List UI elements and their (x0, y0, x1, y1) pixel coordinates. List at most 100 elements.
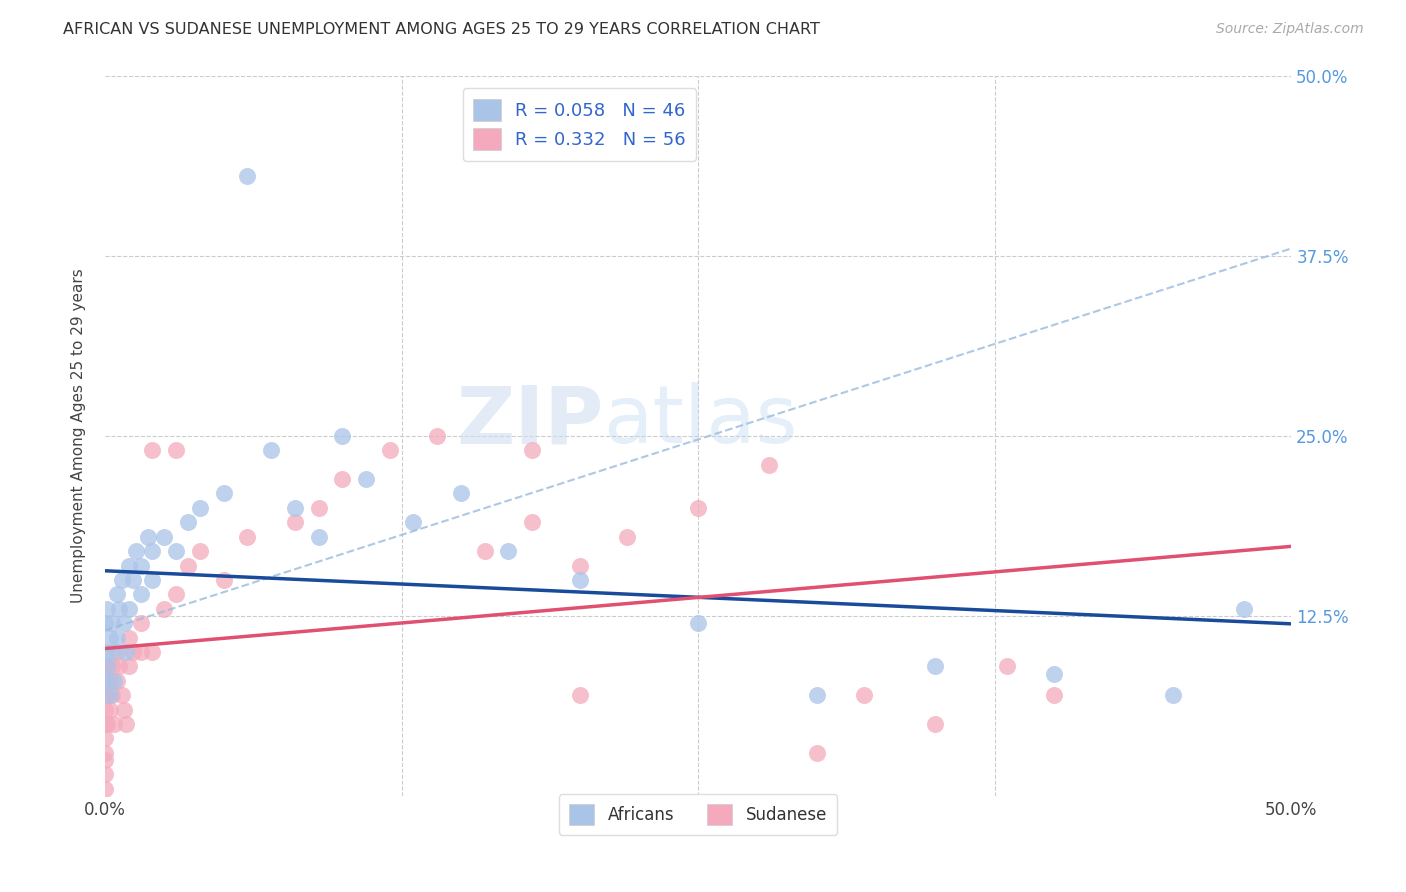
Point (212, 573, 235, 587)
Point (188, 500, 211, 515)
Point (101, 645, 124, 659)
Point (105, 645, 128, 659)
Point (122, 573, 145, 587)
Point (520, 443, 543, 458)
Point (924, 717, 946, 731)
Point (260, 443, 283, 458)
Point (101, 616, 124, 631)
Point (758, 458, 780, 472)
Point (236, 169, 259, 184)
Point (688, 500, 710, 515)
Point (236, 530, 259, 544)
Point (616, 530, 638, 544)
Point (378, 443, 401, 458)
Point (115, 645, 138, 659)
Point (112, 616, 135, 631)
Point (165, 443, 187, 458)
Point (165, 544, 187, 558)
Point (165, 587, 187, 601)
Point (110, 688, 132, 702)
Point (101, 688, 124, 702)
Point (141, 573, 163, 587)
Point (112, 703, 135, 717)
Point (96, 659, 118, 673)
Point (284, 500, 307, 515)
Point (308, 500, 330, 515)
Point (568, 573, 591, 587)
Legend: Africans, Sudanese: Africans, Sudanese (560, 794, 837, 835)
Point (129, 558, 152, 573)
Point (853, 688, 876, 702)
Point (122, 645, 145, 659)
Point (141, 645, 163, 659)
Point (94, 781, 117, 796)
Point (94, 731, 117, 746)
Point (105, 631, 128, 645)
Point (118, 631, 141, 645)
Point (94, 767, 117, 781)
Point (1043, 688, 1066, 702)
Text: atlas: atlas (603, 383, 797, 460)
Point (103, 717, 125, 731)
Point (1043, 666, 1066, 681)
Point (96, 659, 118, 673)
Point (498, 544, 520, 558)
Point (450, 486, 472, 500)
Point (402, 516, 425, 530)
Point (94, 673, 117, 688)
Point (98, 631, 121, 645)
Point (103, 673, 125, 688)
Point (177, 558, 200, 573)
Point (94, 659, 117, 673)
Point (110, 573, 132, 587)
Point (94, 753, 117, 767)
Point (330, 429, 353, 443)
Point (96, 601, 118, 615)
Point (105, 673, 128, 688)
Point (94, 688, 117, 702)
Point (94, 717, 117, 731)
Point (108, 601, 131, 615)
Point (1233, 601, 1256, 615)
Point (284, 516, 307, 530)
Point (108, 659, 131, 673)
Point (94, 645, 117, 659)
Point (118, 601, 141, 615)
Point (568, 688, 591, 702)
Point (96, 717, 118, 731)
Point (806, 746, 828, 760)
Point (94, 616, 117, 631)
Point (129, 645, 152, 659)
Point (520, 516, 543, 530)
Point (212, 486, 235, 500)
Text: Source: ZipAtlas.com: Source: ZipAtlas.com (1216, 22, 1364, 37)
Point (98, 703, 121, 717)
Point (995, 659, 1018, 673)
Point (688, 616, 710, 631)
Point (129, 587, 152, 601)
Point (141, 544, 163, 558)
Point (96, 688, 118, 702)
Point (115, 717, 138, 731)
Point (308, 530, 330, 544)
Y-axis label: Unemployment Among Ages 25 to 29 years: Unemployment Among Ages 25 to 29 years (72, 268, 86, 603)
Point (330, 472, 353, 486)
Point (188, 544, 211, 558)
Point (94, 746, 117, 760)
Point (98, 673, 121, 688)
Text: AFRICAN VS SUDANESE UNEMPLOYMENT AMONG AGES 25 TO 29 YEARS CORRELATION CHART: AFRICAN VS SUDANESE UNEMPLOYMENT AMONG A… (63, 22, 820, 37)
Point (94, 703, 117, 717)
Point (153, 530, 176, 544)
Point (426, 429, 449, 443)
Point (153, 601, 176, 615)
Point (101, 659, 124, 673)
Point (118, 558, 141, 573)
Text: ZIP: ZIP (456, 383, 603, 460)
Point (354, 472, 377, 486)
Point (125, 544, 148, 558)
Point (129, 616, 152, 631)
Point (98, 688, 121, 702)
Point (118, 659, 141, 673)
Point (924, 659, 946, 673)
Point (806, 688, 828, 702)
